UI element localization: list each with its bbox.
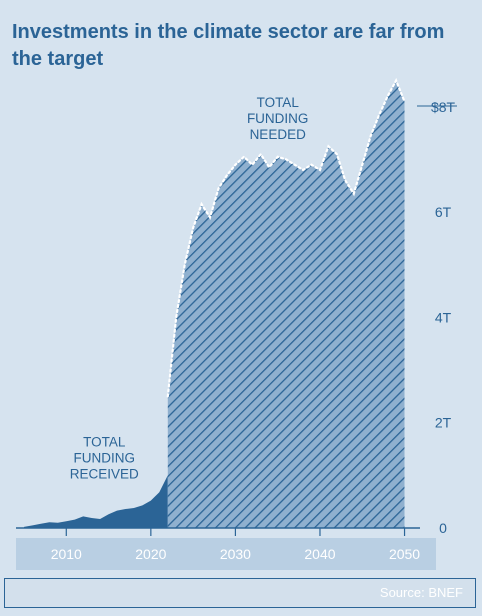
annotation-label: TOTAL FUNDING RECEIVED <box>70 434 139 481</box>
area-funding-needed <box>167 80 405 528</box>
x-axis-band <box>16 538 436 570</box>
x-tick-label: 2020 <box>135 546 166 562</box>
chart-title: Investments in the climate sector are fa… <box>12 21 445 70</box>
area-funding-received <box>24 475 168 528</box>
annotation-line: NEEDED <box>250 127 307 142</box>
x-tick-label: 2030 <box>220 546 251 562</box>
y-tick-label: 0 <box>439 520 447 536</box>
annotation-line: FUNDING <box>247 111 309 126</box>
y-tick-label: $8T <box>431 99 456 115</box>
x-tick-label: 2010 <box>51 546 82 562</box>
annotation-line: FUNDING <box>74 450 136 465</box>
y-tick-label: 6T <box>435 204 452 220</box>
source-note: Source: BNEF <box>379 585 463 600</box>
y-tick-label: 2T <box>435 415 452 431</box>
annotation-line: RECEIVED <box>70 466 139 481</box>
x-tick-label: 2040 <box>304 546 335 562</box>
x-tick-label: 2050 <box>389 546 420 562</box>
annotation-line: TOTAL <box>83 434 126 449</box>
y-tick-label: 4T <box>435 309 452 325</box>
source-footer: Source: BNEF <box>4 578 476 608</box>
annotation-line: TOTAL <box>257 95 300 110</box>
annotation-label: TOTAL FUNDING NEEDED <box>247 95 309 142</box>
